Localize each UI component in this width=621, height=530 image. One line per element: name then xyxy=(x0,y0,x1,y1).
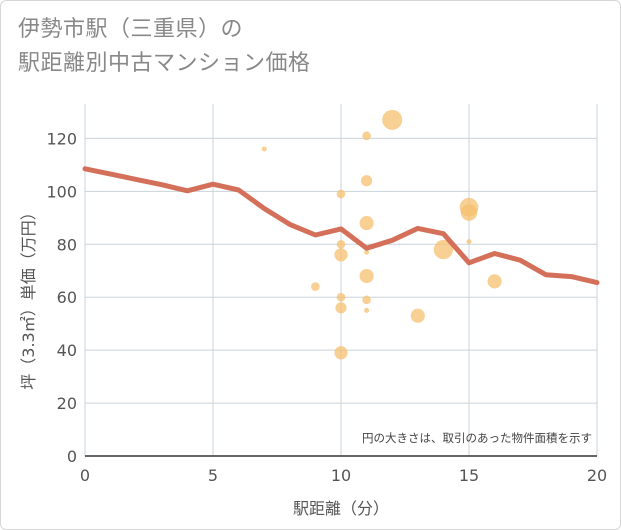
data-bubble xyxy=(410,308,425,323)
chart-title: 伊勢市駅（三重県）の 駅距離別中古マンション価格 xyxy=(18,17,311,76)
x-tick-labels: 0 5 10 15 20 xyxy=(80,466,607,485)
y-axis-title: 坪（3.3㎡）単価（万円） xyxy=(19,204,38,389)
data-bubble xyxy=(359,268,374,284)
data-bubble xyxy=(362,295,371,305)
data-bubble xyxy=(460,204,478,221)
data-bubble xyxy=(261,146,267,152)
y-tick-label: 20 xyxy=(57,394,77,413)
x-tick-label: 10 xyxy=(331,466,351,485)
data-bubble xyxy=(382,109,403,130)
y-tick-label: 40 xyxy=(57,341,77,360)
y-tick-labels: 0 20 40 60 80 100 120 xyxy=(46,129,77,466)
x-tick-label: 0 xyxy=(80,466,90,485)
data-bubble xyxy=(359,216,374,231)
data-bubble xyxy=(336,189,346,199)
trend-line xyxy=(82,166,600,286)
data-bubble xyxy=(364,307,370,313)
data-bubble xyxy=(487,274,502,289)
size-note: 円の大きさは、取引のあった物件面積を示す xyxy=(362,431,592,445)
y-tick-label: 100 xyxy=(46,182,77,201)
data-bubble xyxy=(336,292,346,302)
bubble-layer xyxy=(261,109,502,360)
data-bubble xyxy=(334,248,348,262)
data-bubble xyxy=(361,175,373,187)
data-bubble xyxy=(334,346,348,360)
grid-lines xyxy=(84,104,598,457)
x-tick-label: 5 xyxy=(208,466,218,485)
data-bubble xyxy=(362,131,371,141)
x-tick-label: 20 xyxy=(587,466,607,485)
y-tick-label: 80 xyxy=(57,235,77,254)
data-bubble xyxy=(433,239,454,260)
y-tick-label: 0 xyxy=(67,447,77,466)
y-tick-label: 60 xyxy=(57,288,77,307)
x-axis-title: 駅距離（分） xyxy=(293,499,389,518)
data-bubble xyxy=(335,302,347,314)
y-tick-label: 120 xyxy=(46,129,77,148)
data-bubble xyxy=(364,249,370,255)
data-bubble xyxy=(311,282,320,291)
data-bubble xyxy=(466,239,472,245)
x-tick-label: 15 xyxy=(459,466,479,485)
data-bubble xyxy=(336,239,346,249)
